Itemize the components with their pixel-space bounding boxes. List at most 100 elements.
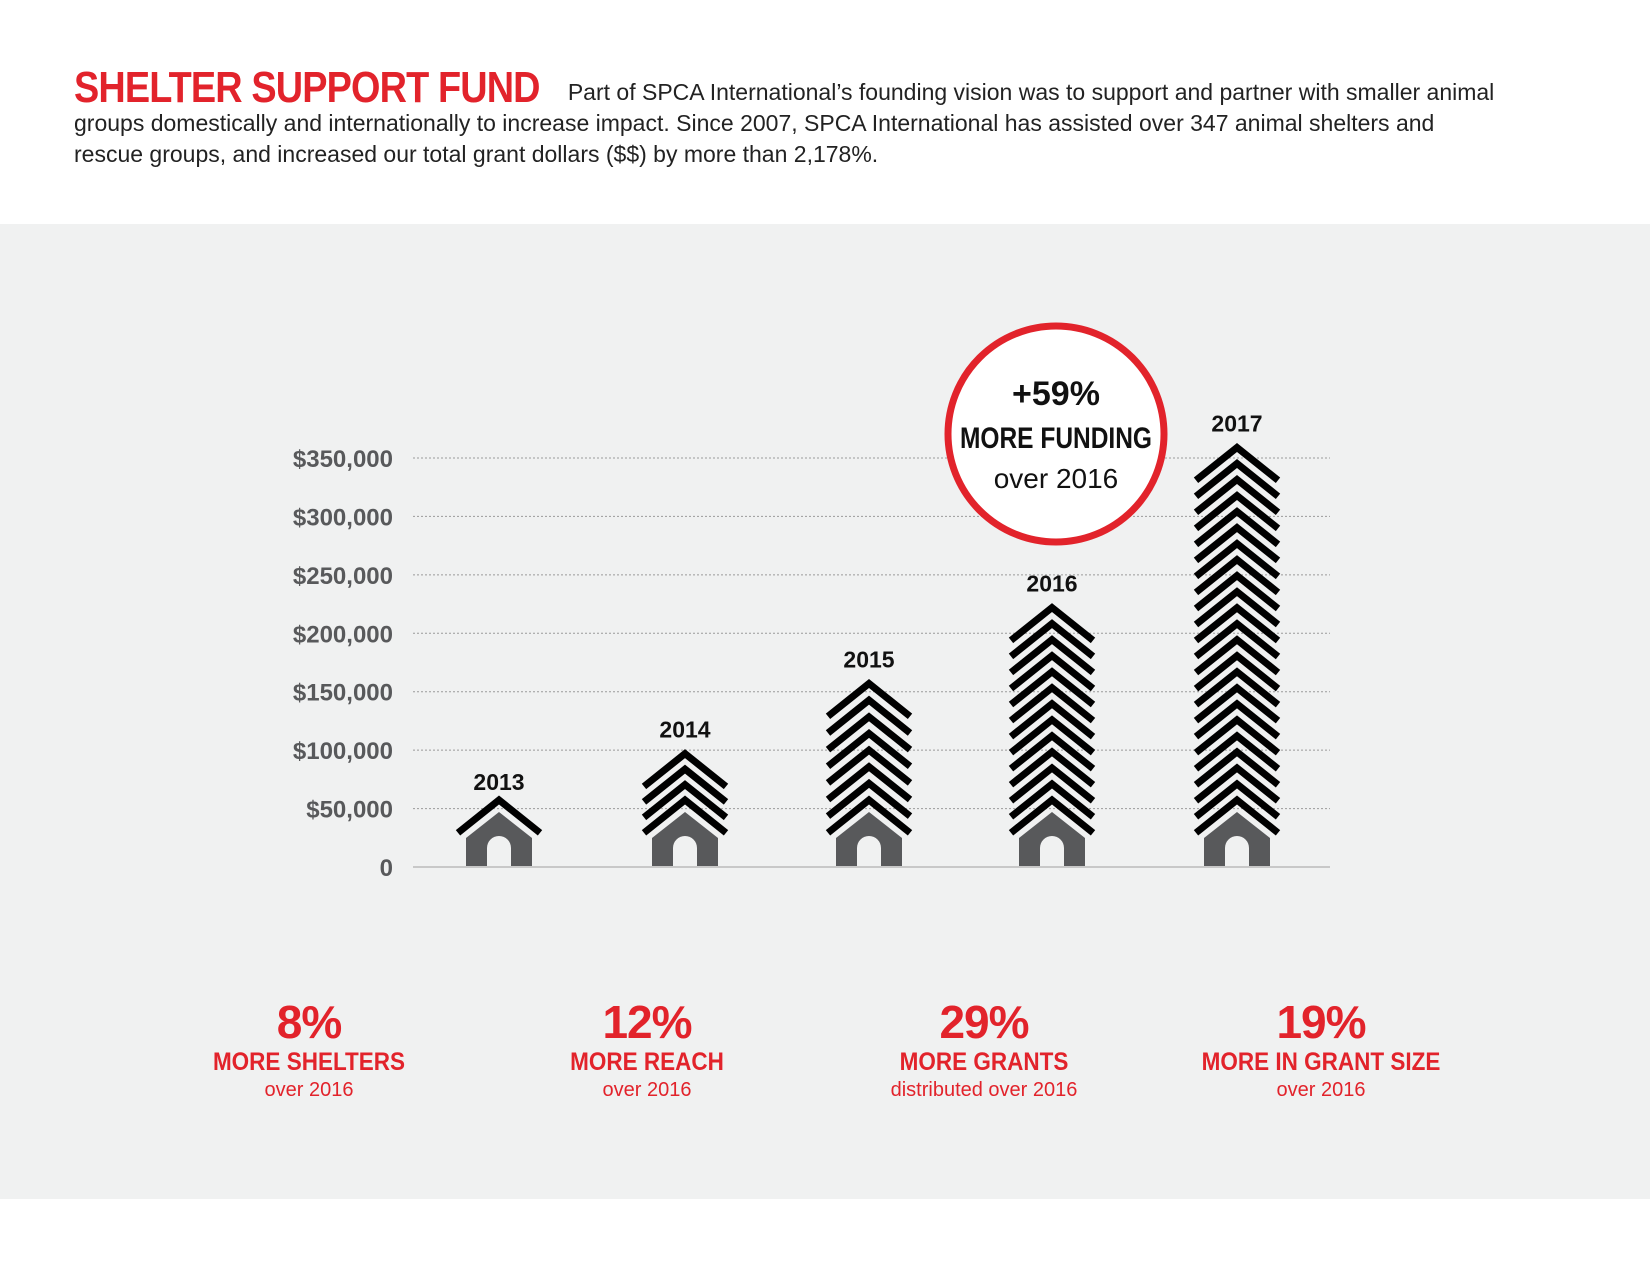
bar-2013: 2013	[455, 769, 543, 866]
stat-sub: over 2016	[1276, 1079, 1366, 1101]
stat-sub: over 2016	[602, 1079, 692, 1101]
callout-sub: over 2016	[994, 463, 1119, 494]
grid-layer: 0 $50,000 $100,000 $150,000 $200,000 $250,000…	[293, 446, 1330, 882]
category-label: 2017	[1211, 410, 1262, 436]
bar-chevron	[1193, 795, 1281, 836]
stat-pct: 8%	[276, 996, 342, 1048]
stat-label: MORE IN GRANT SIZE	[1201, 1048, 1441, 1076]
bar-chevron	[1008, 635, 1096, 676]
chart-panel	[0, 224, 1650, 1199]
stat-more-reach: 12% MORE REACH over 2016	[487, 998, 807, 1102]
bar-chevron	[825, 795, 913, 836]
bar-chevron	[1193, 523, 1281, 564]
bar-chevron	[1008, 747, 1096, 788]
bar-chevron	[825, 679, 913, 720]
bar-2017: 2017	[1193, 410, 1281, 866]
bar-2015: 2015	[825, 647, 913, 866]
callout-label: MORE FUNDING	[960, 422, 1152, 455]
bar-2014: 2014	[641, 717, 729, 866]
bar-chevron	[1193, 555, 1281, 596]
stat-label: MORE SHELTERS	[212, 1048, 406, 1076]
bar-chevron	[825, 712, 913, 753]
bar-chevron	[1193, 715, 1281, 756]
y-tick-label: $300,000	[293, 504, 393, 531]
bar-chevron	[825, 762, 913, 803]
bars-layer: 2013 2014 2015 2016 2017	[455, 410, 1281, 866]
bar-chevron	[1193, 667, 1281, 708]
bar-chevron	[1008, 619, 1096, 660]
page-title: SHELTER SUPPORT FUND	[74, 63, 540, 112]
stat-pct: 12%	[602, 996, 692, 1048]
bar-chevron	[1193, 779, 1281, 820]
bar-chevron	[1193, 683, 1281, 724]
y-tick-label: $150,000	[293, 680, 393, 707]
stat-more-grant-size: 19% MORE IN GRANT SIZE over 2016	[1161, 998, 1481, 1102]
category-label: 2016	[1026, 571, 1077, 597]
intro-paragraph: SHELTER SUPPORT FUND Part of SPCA Intern…	[74, 63, 1504, 170]
bar-chevron	[1193, 442, 1281, 484]
bar-chevron	[1008, 763, 1096, 804]
stat-pct: 19%	[1276, 996, 1366, 1048]
bar-chevron	[1008, 651, 1096, 692]
category-label: 2013	[473, 769, 524, 795]
y-tick-label: $100,000	[293, 738, 393, 765]
y-tick-label: $350,000	[293, 446, 393, 473]
stat-more-grants: 29% MORE GRANTS distributed over 2016	[824, 998, 1144, 1102]
bar-chevron	[1193, 491, 1281, 532]
bar-chevron	[641, 780, 729, 821]
category-label: 2014	[659, 717, 710, 743]
house-icon	[466, 812, 532, 866]
bar-chevron	[825, 695, 913, 736]
bar-chevron	[1193, 763, 1281, 804]
bar-chevron	[1008, 603, 1096, 644]
house-icon	[1204, 812, 1270, 866]
house-icon	[1019, 812, 1085, 866]
bar-chevron	[1193, 619, 1281, 660]
stat-more-shelters: 8% MORE SHELTERS over 2016	[149, 998, 469, 1102]
bar-chevron	[1193, 747, 1281, 788]
bar-chevron	[641, 749, 729, 790]
bar-chevron	[1193, 699, 1281, 740]
intro-text: Part of SPCA International’s founding vi…	[74, 79, 1495, 167]
bar-chevron	[1008, 683, 1096, 724]
callout-circle	[944, 322, 1168, 546]
bar-chevron	[641, 764, 729, 805]
bar-chevron	[825, 778, 913, 819]
house-icon	[836, 812, 902, 866]
bar-chevron	[1008, 715, 1096, 756]
bar-chevron	[825, 745, 913, 786]
house-icon	[652, 812, 718, 866]
bar-chevron	[1193, 571, 1281, 612]
bar-chevron	[1193, 731, 1281, 772]
callout-value: +59%	[1012, 375, 1100, 413]
stat-sub: over 2016	[264, 1079, 354, 1101]
y-tick-label: $200,000	[293, 621, 393, 648]
y-tick-label: $250,000	[293, 563, 393, 590]
bar-chevron	[1008, 699, 1096, 740]
stat-label: MORE GRANTS	[899, 1048, 1069, 1076]
bar-chevron	[1008, 795, 1096, 836]
bar-chevron	[1193, 635, 1281, 676]
bar-chevron	[1193, 651, 1281, 692]
bar-chevron	[825, 728, 913, 769]
stat-sub: distributed over 2016	[890, 1079, 1078, 1101]
category-label: 2015	[843, 647, 894, 673]
y-tick-label: 0	[380, 855, 393, 882]
bar-2016: 2016	[1008, 571, 1096, 866]
bar-chevron	[1008, 731, 1096, 772]
bar-chevron	[1193, 603, 1281, 644]
stat-label: MORE REACH	[570, 1048, 724, 1076]
bar-chevron	[1193, 475, 1281, 516]
bar-chevron	[1193, 459, 1281, 500]
y-tick-label: $50,000	[306, 797, 393, 824]
bar-chevron	[1008, 779, 1096, 820]
bar-chevron	[1193, 539, 1281, 580]
stat-pct: 29%	[939, 996, 1029, 1048]
funding-callout: +59% MORE FUNDING over 2016	[944, 322, 1168, 546]
bar-chevron	[455, 795, 543, 836]
bar-chevron	[1008, 667, 1096, 708]
bar-chevron	[641, 795, 729, 836]
bar-chevron	[1193, 507, 1281, 548]
bar-chevron	[1193, 587, 1281, 628]
